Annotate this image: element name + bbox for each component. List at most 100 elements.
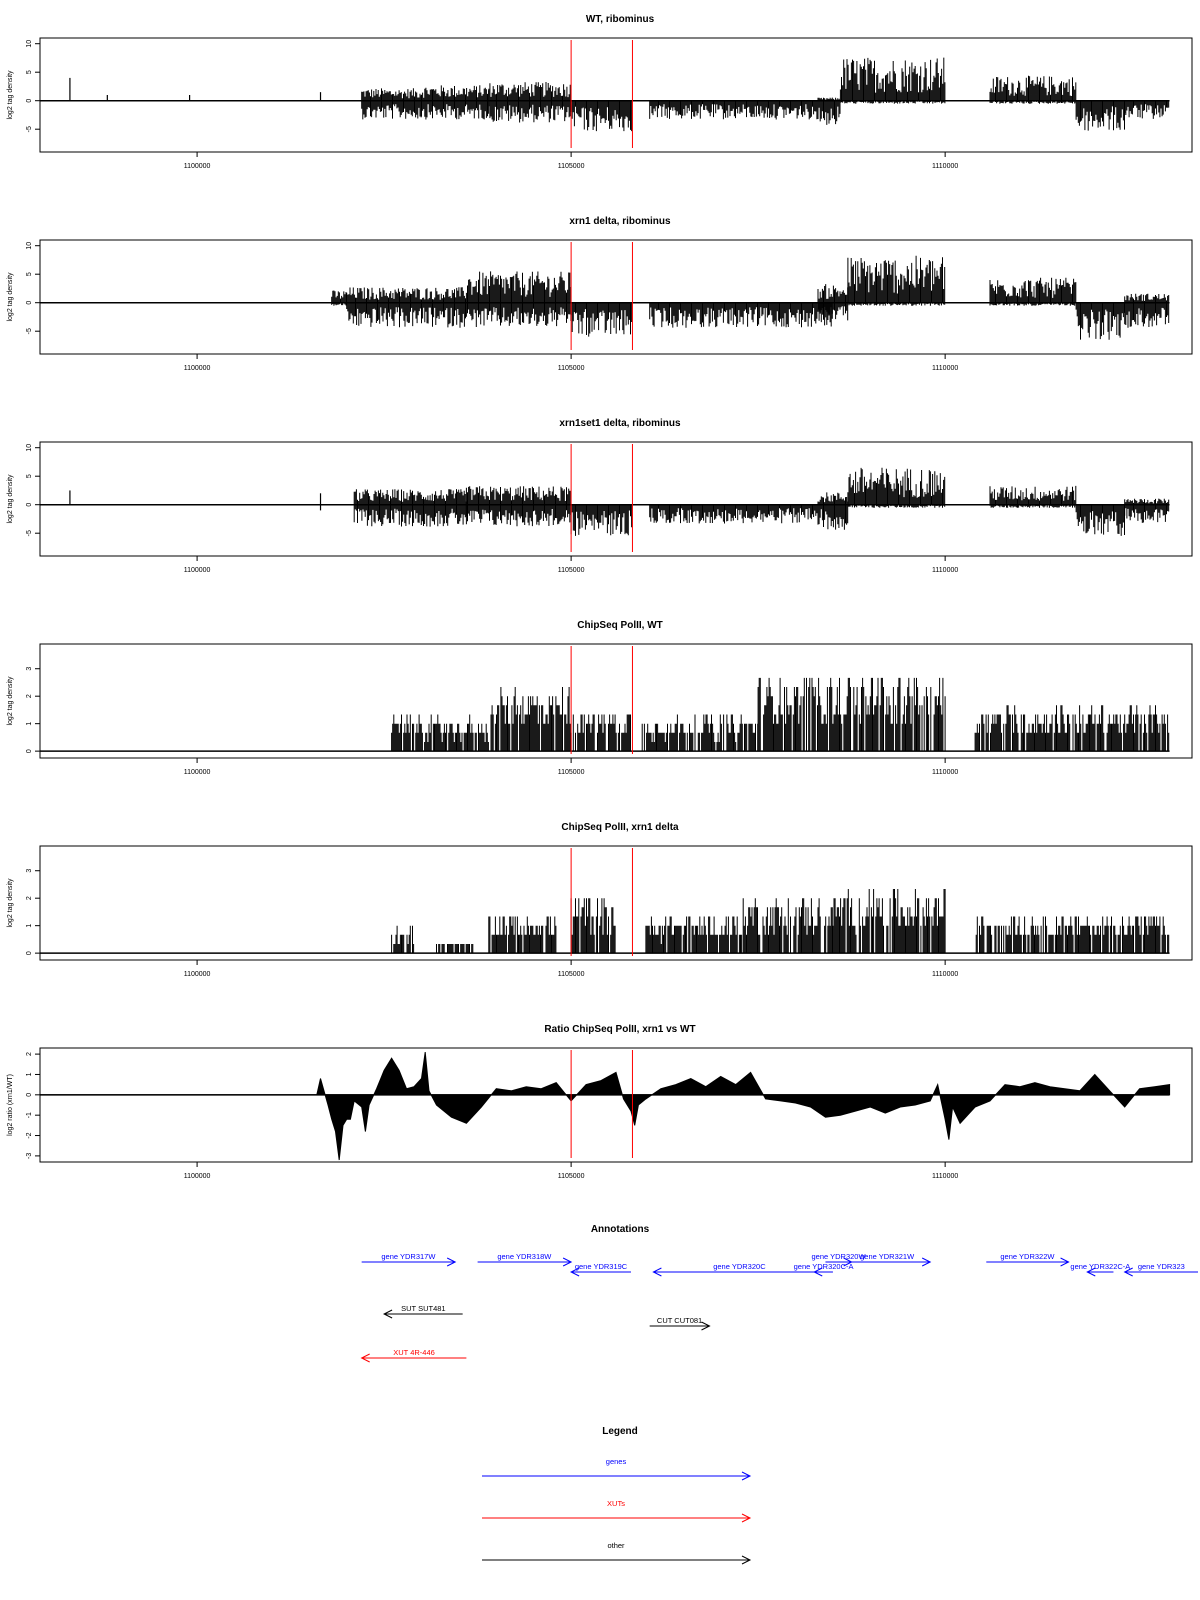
annotations-title: Annotations bbox=[591, 1224, 650, 1235]
y-tick-label: 3 bbox=[26, 667, 33, 671]
bar-mark bbox=[817, 97, 841, 125]
x-tick-label: 1110000 bbox=[932, 1173, 958, 1180]
plot-frame bbox=[39, 1047, 1193, 1163]
y-tick-label: -3 bbox=[26, 1153, 33, 1159]
bar-mark bbox=[974, 705, 1170, 752]
y-tick-label: 0 bbox=[26, 99, 33, 103]
x-tick-label: 1105000 bbox=[558, 1173, 585, 1180]
legend: Legend genes XUTs other bbox=[482, 1426, 752, 1565]
bar-mark bbox=[1124, 498, 1170, 523]
x-tick-label: 1105000 bbox=[558, 567, 585, 574]
ratio-area bbox=[40, 1052, 1171, 1161]
panel-title: Ratio ChipSeq PolII, xrn1 vs WT bbox=[544, 1024, 695, 1035]
bar-mark bbox=[649, 100, 819, 120]
y-tick-label: 5 bbox=[26, 474, 33, 478]
arrowhead bbox=[1060, 1257, 1070, 1267]
x-tick-label: 1105000 bbox=[558, 769, 585, 776]
y-tick-label: -2 bbox=[26, 1132, 33, 1138]
y-axis-label: log2 tag density bbox=[7, 878, 14, 928]
feature-label: gene YDR318W bbox=[497, 1252, 552, 1261]
feature-label: gene YDR319C bbox=[575, 1262, 628, 1271]
y-tick-label: -5 bbox=[26, 530, 33, 536]
y-tick-label: 10 bbox=[26, 242, 33, 250]
y-tick-label: 2 bbox=[26, 1052, 33, 1056]
y-tick-label: 3 bbox=[26, 869, 33, 873]
bar-mark bbox=[839, 57, 946, 104]
bar-mark bbox=[847, 467, 946, 508]
feature-label: gene YDR323 bbox=[1138, 1262, 1185, 1271]
bar-mark bbox=[989, 75, 1077, 104]
y-tick-label: 1 bbox=[26, 722, 33, 726]
data-bars bbox=[69, 57, 1170, 132]
y-tick-label: -5 bbox=[26, 328, 33, 334]
x-tick-label: 1110000 bbox=[932, 163, 958, 170]
annotation-feature: gene YDR321W bbox=[844, 1252, 932, 1267]
arrowhead bbox=[382, 1309, 393, 1319]
y-tick-label: 1 bbox=[26, 1072, 33, 1076]
bar-mark bbox=[817, 284, 849, 321]
annotation-feature: gene YDR317W bbox=[361, 1252, 457, 1267]
data-bars bbox=[391, 677, 1170, 752]
x-tick-label: 1110000 bbox=[932, 971, 958, 978]
x-tick-label: 1100000 bbox=[184, 163, 211, 170]
annotation-feature: gene YDR320C bbox=[652, 1262, 826, 1277]
bar-mark bbox=[757, 677, 946, 752]
bar-mark bbox=[817, 492, 849, 530]
y-tick-label: -1 bbox=[26, 1112, 33, 1118]
y-tick-label: 5 bbox=[26, 272, 33, 276]
arrowhead bbox=[813, 1267, 823, 1277]
feature-label: SUT SUT481 bbox=[401, 1304, 445, 1313]
panel-1: WT, ribominus -5 0 5 10 log2 tag density 11000… bbox=[7, 14, 1193, 170]
arrowhead bbox=[701, 1321, 711, 1331]
annotation-feature: gene YDR323 bbox=[1123, 1262, 1198, 1277]
x-tick-label: 1110000 bbox=[932, 567, 958, 574]
data-bars bbox=[69, 467, 1170, 536]
arrowhead bbox=[569, 1267, 580, 1277]
panel-title: xrn1set1 delta, ribominus bbox=[559, 418, 681, 429]
bar-mark bbox=[346, 287, 466, 328]
bar-mark bbox=[649, 504, 819, 524]
y-axis-label: log2 tag density bbox=[7, 676, 14, 726]
x-tick-label: 1100000 bbox=[184, 971, 211, 978]
data-bars bbox=[331, 255, 1170, 340]
x-tick-label: 1100000 bbox=[184, 567, 211, 574]
y-tick-label: 10 bbox=[26, 40, 33, 48]
bar-mark bbox=[975, 916, 1170, 954]
bar-mark bbox=[847, 255, 946, 306]
annotation-feature: XUT 4R-446 bbox=[360, 1348, 467, 1363]
bar-mark bbox=[436, 944, 474, 954]
plot-frame bbox=[39, 239, 1193, 355]
bar-mark bbox=[645, 916, 743, 954]
y-axis-label: log2 tag density bbox=[7, 70, 14, 120]
annotations-track: Annotations gene YDR317W gene YDR318W gene … bbox=[360, 1224, 1198, 1363]
arrowhead bbox=[652, 1267, 662, 1277]
bar-mark bbox=[1075, 302, 1125, 340]
x-tick-label: 1110000 bbox=[932, 769, 958, 776]
bar-mark bbox=[1075, 504, 1125, 536]
panel-title: ChipSeq PolII, xrn1 delta bbox=[561, 822, 679, 833]
arrowhead bbox=[562, 1257, 573, 1267]
plot-frame bbox=[39, 37, 1193, 153]
feature-label: gene YDR320C bbox=[713, 1262, 766, 1271]
bar-mark bbox=[641, 714, 759, 752]
arrowhead bbox=[1123, 1267, 1133, 1277]
y-tick-label: 0 bbox=[26, 1093, 33, 1097]
bar-mark bbox=[989, 277, 1077, 306]
annotation-feature: gene YDR319C bbox=[569, 1262, 631, 1277]
legend-arrowhead bbox=[741, 1555, 752, 1565]
panel-title: WT, ribominus bbox=[586, 14, 655, 25]
plot-frame bbox=[39, 845, 1193, 961]
bar-mark bbox=[570, 100, 633, 132]
y-tick-label: 0 bbox=[26, 503, 33, 507]
feature-label: gene YDR320C-A bbox=[794, 1262, 854, 1271]
bar-mark bbox=[1124, 100, 1170, 119]
annotation-feature: gene YDR318W bbox=[477, 1252, 573, 1267]
bar-mark bbox=[570, 898, 616, 954]
panel-5: ChipSeq PolII, xrn1 delta 0 1 2 3 log2 tag de… bbox=[7, 822, 1193, 978]
panel-title: xrn1 delta, ribominus bbox=[569, 216, 671, 227]
feature-label: gene YDR317W bbox=[381, 1252, 436, 1261]
y-tick-label: 5 bbox=[26, 70, 33, 74]
bar-mark bbox=[421, 85, 490, 120]
bar-mark bbox=[488, 82, 571, 123]
bar-mark bbox=[570, 504, 633, 536]
